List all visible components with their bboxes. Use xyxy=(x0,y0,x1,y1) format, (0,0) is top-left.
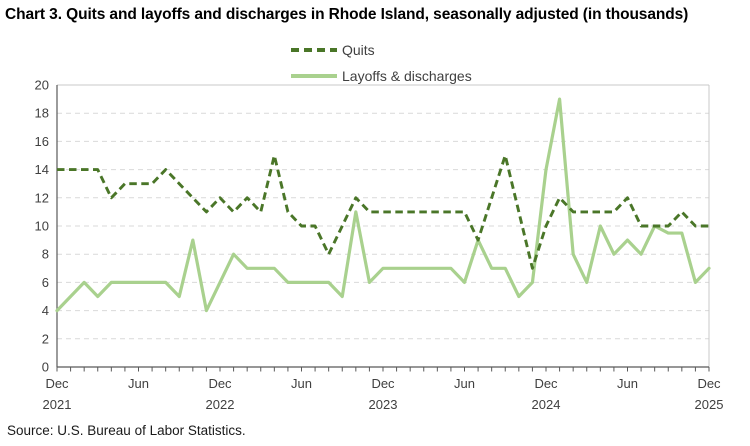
y-tick-label: 14 xyxy=(35,162,49,177)
y-tick-label: 18 xyxy=(35,106,49,121)
y-tick-label: 10 xyxy=(35,219,49,234)
source-attribution: Source: U.S. Bureau of Labor Statistics. xyxy=(7,423,246,438)
y-tick-label: 20 xyxy=(35,78,49,93)
layoffs-discharges-line xyxy=(55,97,711,313)
layoffs-line-swatch xyxy=(291,74,337,78)
x-axis-ticks xyxy=(56,367,710,372)
x-tick-year-label: 2025 xyxy=(695,397,724,412)
legend-item-layoffs: Layoffs & discharges xyxy=(291,63,472,89)
x-tick-label: Jun xyxy=(291,376,312,391)
chart-title: Chart 3. Quits and layoffs and discharge… xyxy=(5,6,689,23)
x-tick-label: Jun xyxy=(454,376,475,391)
legend-label-quits: Quits xyxy=(342,42,375,58)
quits-line-swatch xyxy=(291,48,337,52)
x-tick-label: Jun xyxy=(617,376,638,391)
y-gridlines xyxy=(57,112,709,340)
legend-item-quits: Quits xyxy=(291,37,472,63)
x-tick-label: Dec xyxy=(534,376,558,391)
plot-border xyxy=(57,84,710,367)
x-axis-labels: Dec 2021 Jun Dec 2022 Jun Dec 2023 Jun Dec 2024 Jun… xyxy=(43,376,724,412)
x-tick-label: Dec xyxy=(371,376,395,391)
quits-line xyxy=(57,154,709,270)
x-tick-year-label: 2021 xyxy=(43,397,72,412)
x-tick-label: Dec xyxy=(697,376,721,391)
x-tick-label: Jun xyxy=(128,376,149,391)
y-tick-label: 4 xyxy=(42,303,49,318)
chart-legend: Quits Layoffs & discharges xyxy=(291,37,472,89)
y-tick-label: 12 xyxy=(35,190,49,205)
x-tick-year-label: 2023 xyxy=(369,397,398,412)
x-tick-year-label: 2024 xyxy=(532,397,561,412)
x-tick-year-label: 2022 xyxy=(206,397,235,412)
y-tick-label: 2 xyxy=(42,331,49,346)
y-axis-labels: 0 2 4 6 8 10 12 14 16 18 20 xyxy=(35,78,49,375)
legend-label-layoffs: Layoffs & discharges xyxy=(342,68,472,84)
y-tick-label: 0 xyxy=(42,360,49,375)
y-tick-label: 16 xyxy=(35,134,49,149)
y-tick-label: 8 xyxy=(42,247,49,262)
y-tick-label: 6 xyxy=(42,275,49,290)
x-tick-label: Dec xyxy=(208,376,232,391)
x-tick-label: Dec xyxy=(45,376,69,391)
